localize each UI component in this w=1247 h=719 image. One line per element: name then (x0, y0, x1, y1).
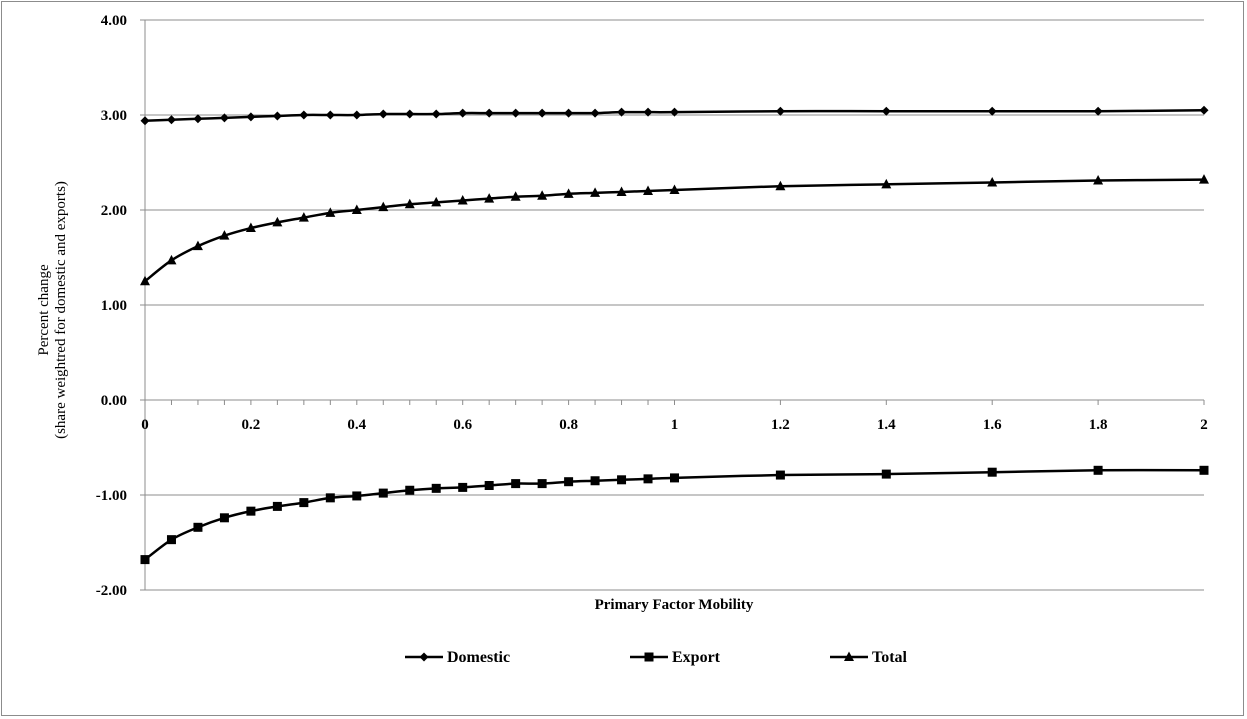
x-axis-title: Primary Factor Mobility (595, 597, 754, 613)
export-point-10 (405, 486, 414, 495)
domestic-point-7 (326, 111, 335, 120)
domestic-point-10 (405, 110, 414, 119)
x-tick-label-3: 0.6 (453, 417, 472, 433)
domestic-point-13 (485, 109, 494, 118)
legend-item-total: Total (830, 649, 908, 666)
legend-item-domestic: Domestic (405, 649, 510, 666)
export-point-3 (220, 513, 229, 522)
domestic-point-0 (141, 116, 150, 125)
x-tick-label-7: 1.4 (877, 417, 896, 433)
export-point-7 (326, 493, 335, 502)
legend-marker-export (645, 653, 654, 662)
export-point-9 (379, 489, 388, 498)
domestic-point-12 (458, 109, 467, 118)
domestic-point-17 (591, 109, 600, 118)
y-axis-title: Percent change (share weightred for dome… (36, 181, 69, 439)
export-point-24 (1094, 466, 1103, 475)
legend: Domestic Export Total (405, 649, 908, 666)
legend-item-export: Export (630, 649, 721, 666)
domestic-point-25 (1200, 106, 1209, 115)
domestic-point-22 (882, 107, 891, 116)
series-line-export (145, 470, 1204, 559)
x-tick-label-9: 1.8 (1089, 417, 1108, 433)
domestic-point-2 (193, 114, 202, 123)
y-axis-title-line-2: (share weightred for domestic and export… (53, 181, 69, 439)
export-point-19 (644, 474, 653, 483)
domestic-point-23 (988, 107, 997, 116)
y-tick-label-0: 4.00 (101, 13, 127, 29)
domestic-point-21 (776, 107, 785, 116)
export-point-18 (617, 475, 626, 484)
export-point-14 (511, 479, 520, 488)
domestic-point-11 (432, 110, 441, 119)
series-export (141, 466, 1209, 564)
export-point-2 (193, 523, 202, 532)
y-tick-label-6: -2.00 (96, 583, 127, 599)
x-axis-ticks: 0 0.2 0.4 0.6 0.8 1 1.2 1.4 1.6 1.8 2 (141, 417, 1208, 433)
domestic-point-8 (352, 111, 361, 120)
export-point-23 (988, 468, 997, 477)
export-point-13 (485, 481, 494, 490)
export-point-21 (776, 471, 785, 480)
domestic-point-24 (1094, 107, 1103, 116)
export-point-25 (1200, 466, 1209, 475)
legend-label-export: Export (672, 649, 721, 666)
series-line-total (145, 180, 1204, 282)
x-tick-label-0: 0 (141, 417, 149, 433)
export-point-6 (299, 498, 308, 507)
legend-label-domestic: Domestic (447, 649, 510, 666)
x-tick-label-8: 1.6 (983, 417, 1002, 433)
x-tick-label-4: 0.8 (559, 417, 578, 433)
legend-marker-domestic (420, 653, 429, 662)
y-tick-label-3: 1.00 (101, 298, 127, 314)
export-point-8 (352, 491, 361, 500)
domestic-point-6 (299, 111, 308, 120)
x-tick-label-2: 0.4 (347, 417, 366, 433)
y-tick-label-2: 2.00 (101, 203, 127, 219)
export-point-16 (564, 477, 573, 486)
y-axis-ticks: 4.00 3.00 2.00 1.00 0.00 -1.00 -2.00 (96, 13, 127, 599)
y-tick-label-5: -1.00 (96, 488, 127, 504)
y-axis-title-line-1: Percent change (36, 264, 52, 356)
domestic-point-16 (564, 109, 573, 118)
y-tick-label-4: 0.00 (101, 393, 127, 409)
x-tick-label-1: 0.2 (242, 417, 261, 433)
export-point-17 (591, 476, 600, 485)
domestic-point-4 (246, 112, 255, 121)
y-tick-label-1: 3.00 (101, 108, 127, 124)
export-point-4 (246, 507, 255, 516)
export-point-1 (167, 535, 176, 544)
x-tick-label-10: 2 (1200, 417, 1208, 433)
export-point-12 (458, 483, 467, 492)
domestic-point-15 (538, 109, 547, 118)
domestic-point-9 (379, 110, 388, 119)
total-point-1 (166, 255, 176, 265)
export-point-11 (432, 484, 441, 493)
x-tick-label-6: 1.2 (771, 417, 790, 433)
domestic-point-5 (273, 111, 282, 120)
export-point-22 (882, 470, 891, 479)
export-point-5 (273, 502, 282, 511)
export-point-20 (670, 473, 679, 482)
export-point-0 (141, 555, 150, 564)
x-tick-label-5: 1 (671, 417, 679, 433)
legend-label-total: Total (872, 649, 908, 666)
domestic-point-14 (511, 109, 520, 118)
domestic-point-1 (167, 115, 176, 124)
series-total (140, 174, 1209, 285)
export-point-15 (538, 479, 547, 488)
